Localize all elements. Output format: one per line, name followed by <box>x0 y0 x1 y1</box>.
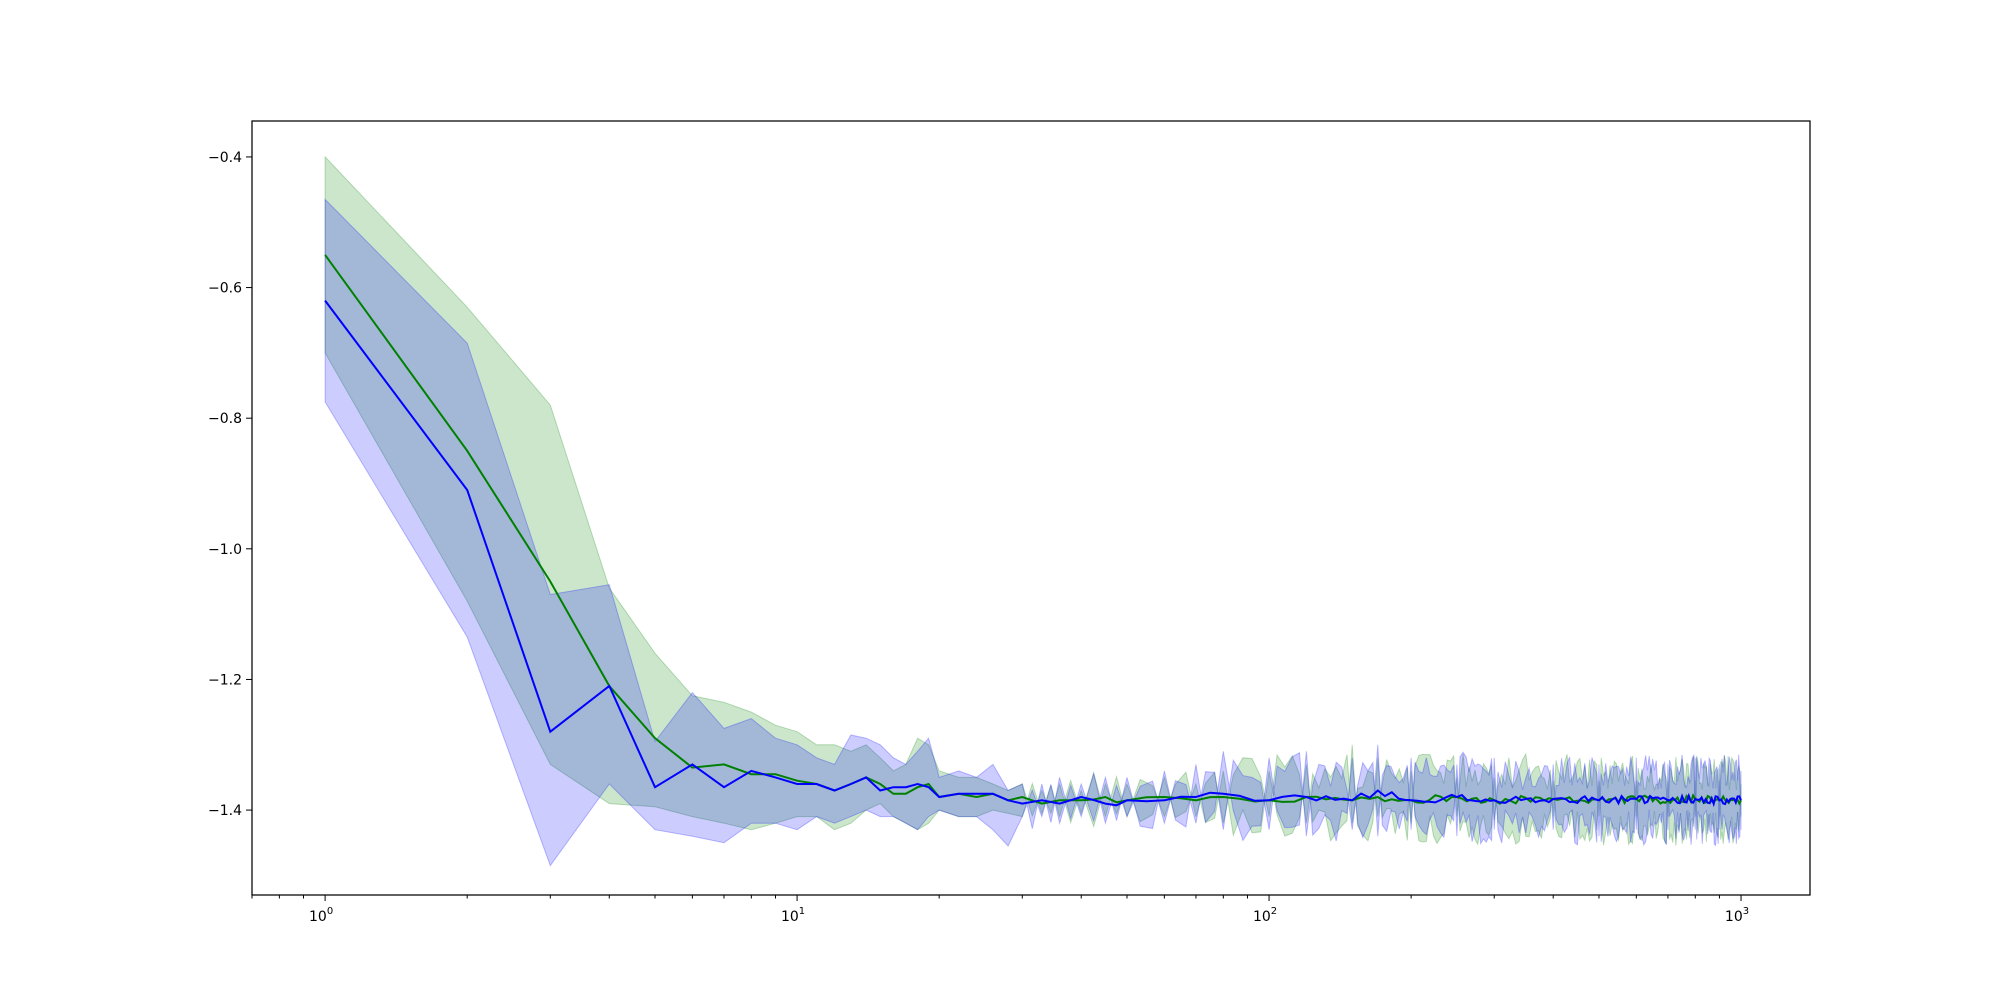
x-tick-base: 10 <box>309 909 327 925</box>
x-tick-exponent: 2 <box>1271 906 1277 917</box>
y-tick-label-1: −0.6 <box>208 281 242 297</box>
y-axis: −0.4 −0.6 −0.8 −1.0 −1.2 −1.4 <box>208 150 252 819</box>
plot-frame <box>251 120 1811 896</box>
x-tick-base: 10 <box>1725 909 1743 925</box>
x-tick-base: 10 <box>781 909 799 925</box>
x-tick-base: 10 <box>1253 909 1271 925</box>
x-tick-exponent: 3 <box>1743 906 1749 917</box>
x-tick-label-0: 100 <box>309 906 333 925</box>
y-tick-label-5: −1.4 <box>208 803 242 819</box>
series-band-1 <box>324 155 1742 846</box>
y-tick-label-0: −0.4 <box>208 150 242 166</box>
x-tick-label-2: 102 <box>1253 906 1277 925</box>
series-lines <box>324 254 1742 808</box>
y-tick-label-2: −0.8 <box>208 411 242 427</box>
y-tick-label-3: −1.0 <box>208 542 242 558</box>
x-tick-label-3: 103 <box>1725 906 1749 925</box>
y-tick-label-4: −1.2 <box>208 672 242 688</box>
x-axis: 100 101 102 103 <box>251 895 1749 925</box>
x-tick-exponent: 0 <box>327 906 333 917</box>
x-tick-label-1: 101 <box>781 906 805 925</box>
x-tick-exponent: 1 <box>799 906 805 917</box>
series-line-2 <box>324 299 1742 808</box>
